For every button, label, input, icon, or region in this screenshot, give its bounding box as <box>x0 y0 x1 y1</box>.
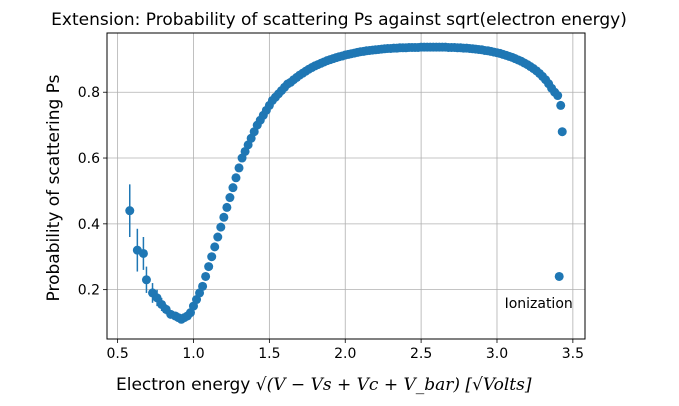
plot-frame <box>106 32 586 340</box>
data-point <box>554 271 564 281</box>
data-point <box>213 232 223 242</box>
data-point <box>553 91 563 101</box>
x-tick-label: 1.0 <box>182 346 204 362</box>
data-point <box>198 281 208 291</box>
x-tick-label: 0.5 <box>106 346 128 362</box>
y-axis-label: Probability of scattering Ps <box>44 74 64 301</box>
y-tick-label: 0.6 <box>78 151 100 167</box>
data-point <box>557 127 567 137</box>
data-point <box>138 248 148 258</box>
annotation-label: Ionization <box>505 296 573 312</box>
y-tick-label: 0.4 <box>78 217 100 233</box>
data-point <box>216 222 226 232</box>
data-point <box>222 202 232 212</box>
x-axis-label-prefix: Electron energy <box>116 375 256 395</box>
x-tick-label: 1.5 <box>258 346 280 362</box>
data-point <box>141 275 151 285</box>
data-point <box>210 242 220 252</box>
x-tick-label: 2.5 <box>410 346 432 362</box>
data-point <box>225 193 235 203</box>
data-point <box>152 293 162 303</box>
data-point <box>219 212 229 222</box>
data-point <box>556 100 566 110</box>
data-point <box>228 183 238 193</box>
x-axis-label: Electron energy √(V − Vs + Vc + V_bar) [… <box>116 375 532 395</box>
x-axis: 0.5 1.0 1.5 2.0 2.5 3.0 3.5 <box>106 339 584 362</box>
x-axis-label-math: √(V − Vs + Vc + V_bar) [√Volts] <box>256 375 532 395</box>
y-axis: 0.2 0.4 0.6 0.8 <box>78 85 107 299</box>
data-point <box>204 262 214 272</box>
y-tick-label: 0.2 <box>78 283 100 299</box>
x-tick-label: 3.0 <box>486 346 508 362</box>
chart-title: Extension: Probability of scattering Ps … <box>51 10 627 30</box>
grid <box>107 33 585 339</box>
x-tick-label: 2.0 <box>334 346 356 362</box>
data-point <box>207 252 217 262</box>
data-point <box>231 173 241 183</box>
annotations: Ionization <box>505 296 573 312</box>
data-point <box>125 206 135 216</box>
x-tick-label: 3.5 <box>562 346 584 362</box>
plot-area <box>125 42 567 324</box>
data-point <box>234 163 244 173</box>
data-point <box>201 271 211 281</box>
y-tick-label: 0.8 <box>78 85 100 101</box>
